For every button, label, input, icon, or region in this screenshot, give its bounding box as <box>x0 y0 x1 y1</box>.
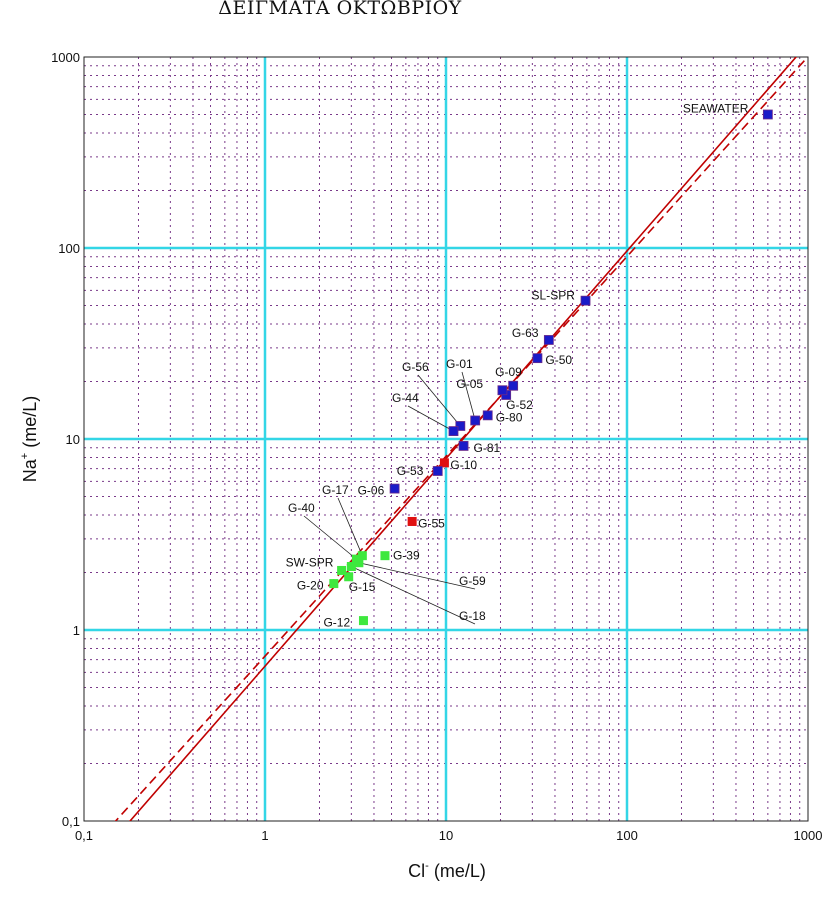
data-point-sw-spr <box>337 565 347 575</box>
data-point-g-44 <box>448 426 459 436</box>
y-axis-title-unit: (me/L) <box>20 396 40 453</box>
data-point-g-05 <box>497 385 508 396</box>
point-label-g-09: G-09 <box>495 365 522 379</box>
point-label-g-59: G-59 <box>459 574 486 588</box>
point-label-g-56: G-56 <box>402 360 429 374</box>
y-tick-label: 1000 <box>51 50 80 65</box>
data-point-g-80 <box>482 410 493 421</box>
point-label-g-06: G-06 <box>358 484 385 498</box>
point-label-g-55: G-55 <box>418 516 445 530</box>
plot-frame <box>83 56 809 822</box>
y-axis-title: Na+ (me/L) <box>19 396 40 482</box>
data-point-g-50 <box>532 353 543 364</box>
point-label-sw-spr: SW-SPR <box>286 555 334 569</box>
point-label-sl-spr: SL-SPR <box>532 289 576 303</box>
point-label-g-63: G-63 <box>512 326 539 340</box>
data-point-g-12 <box>358 616 368 626</box>
x-axis-title-unit: (me/L) <box>429 861 486 881</box>
chart-title: ΔΕΙΓΜΑΤΑ ΟΚΤΩΒΡΙΟΥ <box>218 0 462 19</box>
major-grid <box>84 57 808 821</box>
y-tick-label: 1 <box>73 623 80 638</box>
data-point-g-63 <box>543 335 554 345</box>
point-label-g-39: G-39 <box>393 549 420 563</box>
x-axis-title-sup: - <box>425 860 429 872</box>
data-point-g-55 <box>407 516 417 526</box>
data-point-seawater <box>762 109 773 120</box>
x-axis-ticks: 0,1 1 10 100 1000 <box>75 828 823 843</box>
leader-line-g-17 <box>337 497 363 556</box>
y-tick-label: 100 <box>58 241 80 256</box>
y-axis-ticks: 0,1 1 10 100 1000 <box>51 50 80 829</box>
point-label-g-80: G-80 <box>496 410 523 424</box>
point-label-seawater: SEAWATER <box>683 101 749 115</box>
point-label-g-52: G-52 <box>506 398 533 412</box>
data-points <box>329 109 773 626</box>
data-point-g-01 <box>470 415 481 426</box>
x-axis-title: Cl- (me/L) <box>408 860 486 881</box>
point-label-g-18: G-18 <box>459 609 486 623</box>
leader-line-g-18 <box>351 566 476 625</box>
y-tick-label: 10 <box>66 432 80 447</box>
point-label-g-50: G-50 <box>545 353 572 367</box>
data-point-g-06 <box>389 483 400 494</box>
x-tick-label: 0,1 <box>75 828 93 843</box>
point-label-g-53: G-53 <box>397 464 424 478</box>
point-label-g-12: G-12 <box>323 616 350 630</box>
data-point-g-10 <box>439 458 449 468</box>
x-tick-label: 10 <box>439 828 453 843</box>
point-label-g-17: G-17 <box>322 483 349 497</box>
point-label-g-01: G-01 <box>446 357 473 371</box>
leader-line-g-44 <box>407 405 454 432</box>
point-labels: SEAWATER SL-SPR G-63 G-50 G-09 G-52 G-05 G-80 G-… <box>286 101 749 629</box>
data-point-g-81 <box>458 441 469 451</box>
y-axis-title-sup: + <box>19 453 31 459</box>
point-label-g-05: G-05 <box>456 377 483 391</box>
y-tick-label: 0,1 <box>62 814 80 829</box>
point-label-g-20: G-20 <box>297 579 324 593</box>
point-label-g-10: G-10 <box>450 458 477 472</box>
data-point-g-09 <box>508 380 519 391</box>
data-point-g-53 <box>432 466 443 476</box>
point-label-g-44: G-44 <box>392 391 419 405</box>
data-point-g-18 <box>346 562 356 572</box>
point-label-g-40: G-40 <box>288 501 315 515</box>
dashed-reference-line <box>114 57 808 821</box>
x-axis-title-base: Cl <box>408 861 425 881</box>
data-point-g-17 <box>357 551 367 561</box>
x-tick-label: 1000 <box>794 828 823 843</box>
leader-line-g-01 <box>461 371 476 421</box>
y-axis-title-base: Na <box>20 458 40 482</box>
x-tick-label: 1 <box>261 828 268 843</box>
data-point-g-15 <box>344 572 354 582</box>
point-label-g-15: G-15 <box>349 580 376 594</box>
leader-line-g-40 <box>303 515 357 560</box>
data-point-g-39 <box>380 551 390 561</box>
x-tick-label: 100 <box>616 828 638 843</box>
leader-lines <box>303 371 476 625</box>
leader-line-g-56 <box>417 374 461 427</box>
data-point-g-59 <box>354 558 364 568</box>
leader-line-g-59 <box>358 562 476 590</box>
data-point-sl-spr <box>580 295 591 306</box>
data-point-g-20 <box>329 579 339 589</box>
point-label-g-81: G-81 <box>474 441 501 455</box>
data-point-g-56 <box>455 421 466 431</box>
